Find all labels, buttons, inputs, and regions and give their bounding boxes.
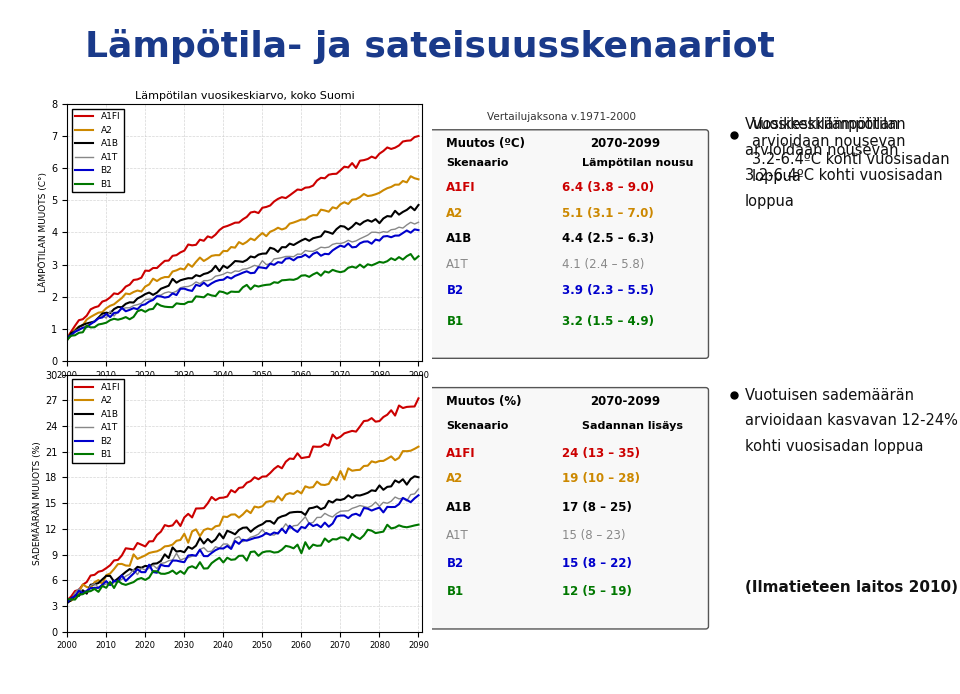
Text: (Ilmatieteen laitos 2010): (Ilmatieteen laitos 2010) (745, 580, 958, 595)
Text: A1B: A1B (446, 500, 472, 514)
Text: A1FI: A1FI (446, 447, 476, 459)
Text: 3.2-6.4ºC kohti vuosisadan: 3.2-6.4ºC kohti vuosisadan (745, 169, 943, 183)
Text: A1B: A1B (446, 232, 472, 246)
Text: Lämpötila- ja sateisuusskenaariot: Lämpötila- ja sateisuusskenaariot (85, 29, 775, 65)
Text: 2070-2099: 2070-2099 (590, 396, 660, 408)
Text: Skenaario: Skenaario (446, 421, 509, 431)
Text: Vuotuisen sademäärän: Vuotuisen sademäärän (745, 388, 914, 403)
Text: 4.4 (2.5 – 6.3): 4.4 (2.5 – 6.3) (562, 232, 654, 246)
Text: Vuosikeskilämpötilan arvioidaan nousevan 3.2-6.4ºC kohti vuosisadan loppua: Vuosikeskilämpötilan arvioidaan nousevan… (752, 117, 949, 184)
Y-axis label: LÄMPÖTILAN MUUOTS (C°): LÄMPÖTILAN MUUOTS (C°) (39, 173, 48, 292)
Text: Vertailujaksona v.1971-2000: Vertailujaksona v.1971-2000 (487, 112, 636, 122)
Y-axis label: SADEMÄÄRÄN MUUOTS (%): SADEMÄÄRÄN MUUOTS (%) (34, 441, 42, 565)
Text: A1T: A1T (446, 529, 469, 542)
Text: 12 (5 – 19): 12 (5 – 19) (562, 585, 632, 598)
Text: 24 (13 – 35): 24 (13 – 35) (562, 447, 639, 459)
Text: 2070-2099: 2070-2099 (590, 137, 660, 151)
Text: 4.1 (2.4 – 5.8): 4.1 (2.4 – 5.8) (562, 258, 644, 271)
Legend: A1FI, A2, A1B, A1T, B2, B1: A1FI, A2, A1B, A1T, B2, B1 (72, 380, 124, 463)
Text: 3.2 (1.5 – 4.9): 3.2 (1.5 – 4.9) (562, 314, 654, 328)
Text: 3.9 (2.3 – 5.5): 3.9 (2.3 – 5.5) (562, 284, 654, 297)
FancyBboxPatch shape (429, 130, 708, 358)
Text: A1T: A1T (446, 258, 469, 271)
Text: B2: B2 (446, 284, 464, 297)
Text: 15 (8 – 22): 15 (8 – 22) (562, 557, 632, 570)
Text: Muutos (%): Muutos (%) (446, 396, 522, 408)
Text: Lämpötilan nousu: Lämpötilan nousu (582, 158, 693, 168)
Text: B1: B1 (446, 585, 464, 598)
Title: Lämpötilan vuosikeskiarvo, koko Suomi: Lämpötilan vuosikeskiarvo, koko Suomi (135, 90, 354, 101)
Text: A2: A2 (446, 473, 464, 485)
Text: 15 (8 – 23): 15 (8 – 23) (562, 529, 625, 542)
Text: Muutos (ºC): Muutos (ºC) (446, 137, 525, 151)
Text: Vuosikeskilämpötilan: Vuosikeskilämpötilan (745, 117, 900, 132)
Text: loppua: loppua (745, 194, 795, 209)
Text: Sadannan lisäys: Sadannan lisäys (582, 421, 683, 431)
Text: B2: B2 (446, 557, 464, 570)
Text: arvioidaan kasvavan 12-24%: arvioidaan kasvavan 12-24% (745, 414, 958, 428)
Text: A2: A2 (446, 207, 464, 220)
Text: kohti vuosisadan loppua: kohti vuosisadan loppua (745, 439, 924, 454)
Text: 6.4 (3.8 – 9.0): 6.4 (3.8 – 9.0) (562, 181, 654, 194)
Text: B1: B1 (446, 314, 464, 328)
Text: 5.1 (3.1 – 7.0): 5.1 (3.1 – 7.0) (562, 207, 654, 220)
Text: UNIVERSITY OF LAPLAND
LAPIN YLIOPISTO: UNIVERSITY OF LAPLAND LAPIN YLIOPISTO (115, 655, 273, 677)
Text: Skenaario: Skenaario (446, 158, 509, 168)
Text: arvioidaan nousevan: arvioidaan nousevan (745, 143, 899, 158)
Text: 19 (10 – 28): 19 (10 – 28) (562, 473, 639, 485)
Legend: A1FI, A2, A1B, A1T, B2, B1: A1FI, A2, A1B, A1T, B2, B1 (72, 109, 124, 192)
FancyBboxPatch shape (429, 387, 708, 629)
Text: A1FI: A1FI (446, 181, 476, 194)
Text: 17 (8 – 25): 17 (8 – 25) (562, 500, 632, 514)
